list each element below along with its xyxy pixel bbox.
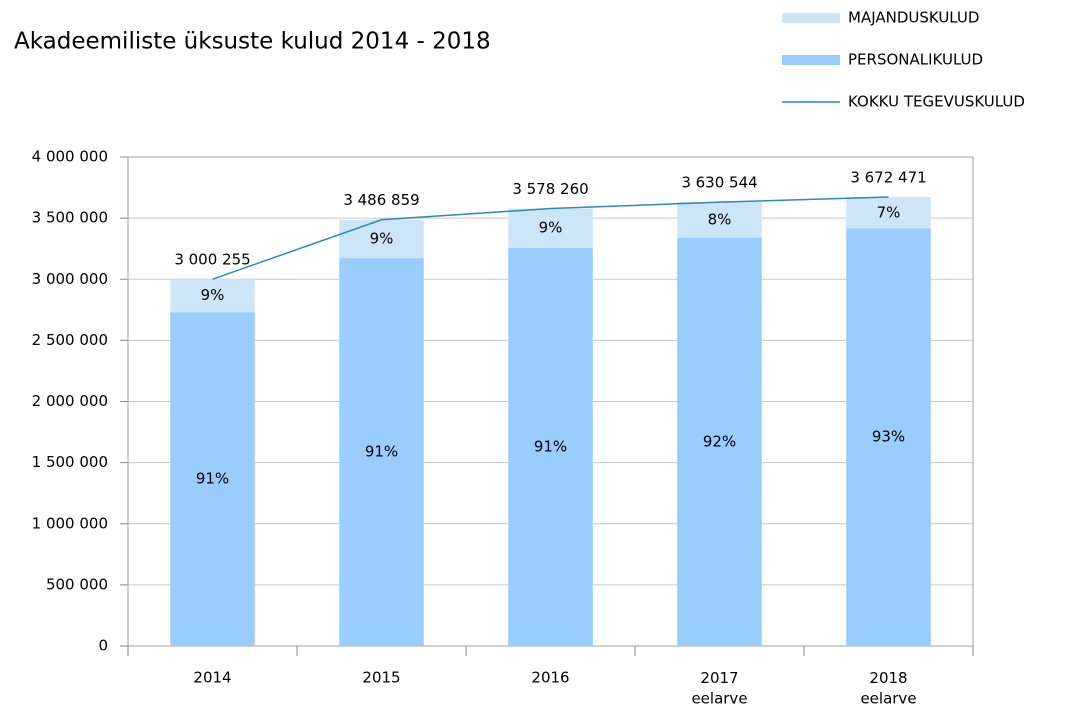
data-label: 3 672 471	[850, 169, 926, 187]
legend-swatch	[782, 13, 840, 23]
legend-swatch	[782, 55, 840, 65]
legend-label: MAJANDUSKULUD	[848, 9, 979, 27]
x-tick-label: 2015	[362, 669, 400, 687]
line	[212, 196, 889, 280]
bar	[508, 247, 593, 646]
bar	[170, 312, 255, 646]
y-tick-label: 0	[98, 637, 108, 655]
bar-label: 9%	[539, 219, 563, 237]
bar-label: 91%	[534, 437, 567, 455]
bar-label: 7%	[877, 203, 901, 221]
data-label: 3 630 544	[681, 174, 757, 192]
data-label: 3 486 859	[343, 191, 419, 209]
x-tick-label: 2016	[531, 669, 569, 687]
bar	[170, 279, 255, 313]
bar-label: 8%	[708, 210, 732, 228]
bar	[339, 258, 424, 646]
data-label: 3 000 255	[174, 251, 250, 269]
bar	[846, 228, 931, 646]
legend-label: KOKKU TEGEVUSKULUD	[848, 93, 1025, 111]
data-label: 3 578 260	[512, 180, 588, 198]
bar	[339, 219, 424, 259]
chart-title: Akadeemiliste üksuste kulud 2014 - 2018	[14, 29, 491, 55]
legend-label: PERSONALIKULUD	[848, 51, 983, 69]
bar	[677, 237, 762, 646]
bar-label: 91%	[196, 470, 229, 488]
bar-label: 92%	[703, 432, 736, 450]
y-tick-label: 1 000 000	[32, 514, 108, 532]
bar-label: 93%	[872, 428, 905, 446]
bar-label: 91%	[365, 443, 398, 461]
y-tick-label: 500 000	[46, 575, 108, 593]
y-tick-label: 3 000 000	[32, 270, 108, 288]
y-tick-label: 2 500 000	[32, 331, 108, 349]
x-tick-label: 2018 eelarve	[860, 669, 916, 707]
y-tick-label: 3 500 000	[32, 209, 108, 227]
bar-label: 9%	[201, 286, 225, 304]
bar	[846, 197, 931, 229]
y-tick-label: 4 000 000	[32, 148, 108, 166]
bar	[508, 208, 593, 248]
bar	[677, 202, 762, 238]
x-tick-label: 2014	[193, 669, 231, 687]
x-tick-label: 2017 eelarve	[691, 669, 747, 707]
y-tick-label: 1 500 000	[32, 453, 108, 471]
y-tick-label: 2 000 000	[32, 392, 108, 410]
bar-label: 9%	[370, 229, 394, 247]
